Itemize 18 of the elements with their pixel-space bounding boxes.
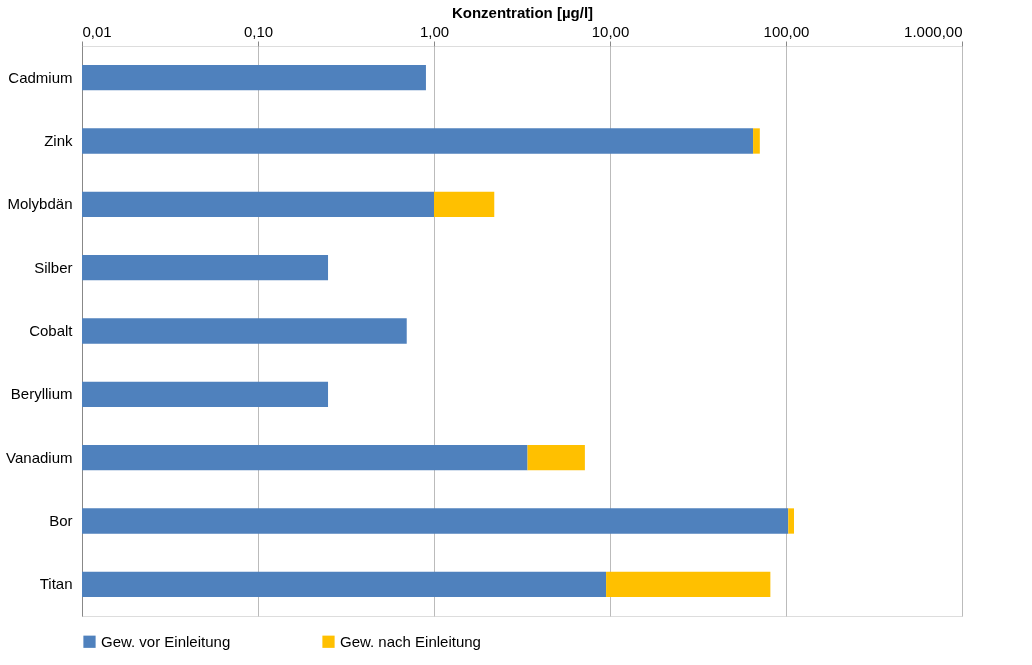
legend-label: Gew. nach Einleitung xyxy=(340,632,481,650)
x-tick-label: 10,00 xyxy=(591,22,630,40)
x-tick-label: 1.000,00 xyxy=(904,22,963,40)
y-tick-label: Cobalt xyxy=(29,322,74,339)
x-tick-label: 0,10 xyxy=(243,22,274,40)
legend-label: Gew. vor Einleitung xyxy=(101,632,231,650)
y-tick-label: Molybdän xyxy=(7,195,73,213)
y-tick-label: Silber xyxy=(34,258,73,276)
y-tick-label: Zink xyxy=(44,132,73,149)
y-tick-label: Beryllium xyxy=(10,385,73,403)
y-tick-label: Vanadium xyxy=(6,448,73,466)
x-tick-label: 1,00 xyxy=(419,22,450,40)
y-tick-label: Bor xyxy=(49,512,73,529)
x-tick-label: 100,00 xyxy=(763,22,810,40)
x-tick-label: 0,01 xyxy=(82,22,112,40)
y-tick-label: Titan xyxy=(39,575,73,593)
y-tick-label: Cadmium xyxy=(8,68,73,86)
x-axis-title: Konzentration [µg/l] xyxy=(451,3,594,21)
